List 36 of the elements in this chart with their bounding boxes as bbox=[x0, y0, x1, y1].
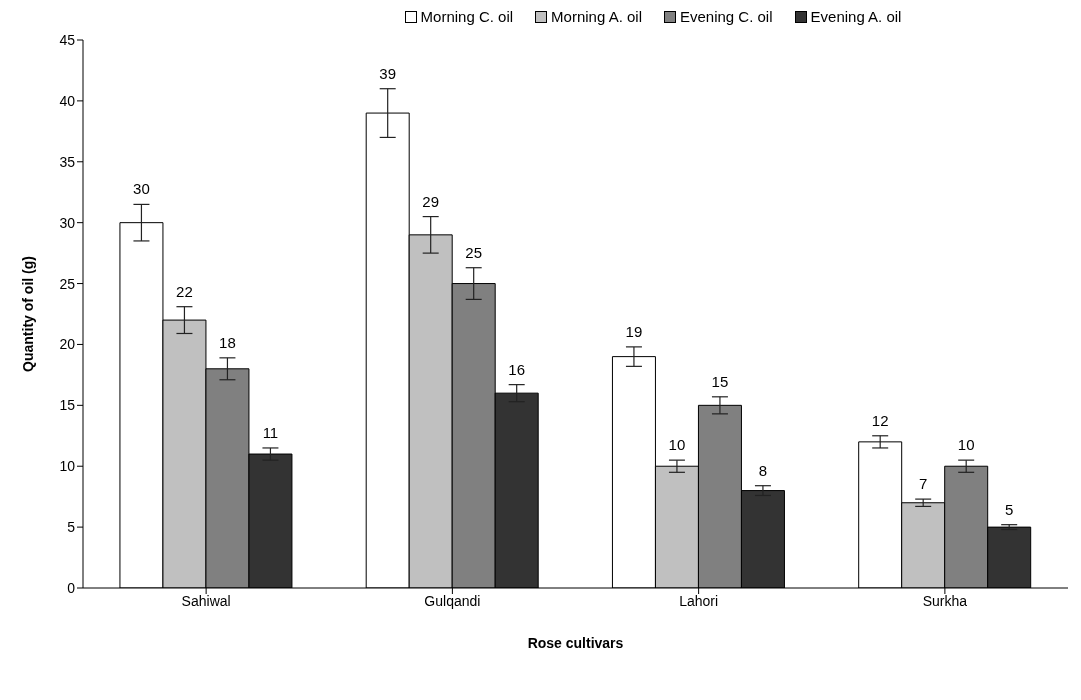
data-label: 19 bbox=[625, 322, 643, 340]
legend-label: Evening A. oil bbox=[810, 8, 902, 25]
y-tick-label: 15 bbox=[59, 397, 76, 414]
data-label: 39 bbox=[379, 64, 397, 82]
legend-label: Morning A. oil bbox=[551, 8, 642, 25]
y-tick-label: 30 bbox=[59, 214, 76, 231]
y-tick-label: 0 bbox=[67, 579, 76, 596]
y-tick-label: 35 bbox=[59, 153, 76, 170]
data-label: 29 bbox=[422, 192, 440, 210]
data-label: 12 bbox=[871, 411, 889, 429]
data-label: 30 bbox=[133, 180, 150, 198]
data-label: 11 bbox=[262, 423, 279, 441]
y-tick-label: 20 bbox=[59, 336, 76, 353]
x-tick-label: Surkha bbox=[922, 592, 968, 609]
legend-label: Morning C. oil bbox=[420, 8, 514, 25]
data-label: 7 bbox=[919, 475, 928, 493]
data-label: 25 bbox=[465, 243, 483, 261]
y-tick-label: 10 bbox=[59, 458, 76, 475]
data-label: 22 bbox=[176, 282, 193, 300]
y-tick-label: 40 bbox=[59, 92, 76, 109]
y-axis-title: Quantity of oil (g) bbox=[19, 256, 36, 372]
data-label: 16 bbox=[508, 360, 526, 378]
data-label: 15 bbox=[711, 372, 729, 390]
x-axis-title: Rose cultivars bbox=[527, 635, 624, 651]
data-label: 10 bbox=[668, 436, 686, 454]
data-label: 18 bbox=[219, 333, 236, 351]
x-tick-label: Gulqandi bbox=[424, 592, 481, 609]
y-tick-label: 45 bbox=[59, 31, 76, 48]
data-label: 10 bbox=[957, 436, 975, 454]
y-tick-label: 25 bbox=[59, 275, 76, 292]
data-label: 8 bbox=[758, 461, 768, 479]
x-tick-label: Sahiwal bbox=[181, 592, 231, 609]
y-tick-label: 5 bbox=[67, 519, 76, 536]
data-label: 5 bbox=[1005, 500, 1014, 518]
legend-label: Evening C. oil bbox=[679, 8, 773, 25]
x-tick-label: Lahori bbox=[679, 592, 719, 609]
